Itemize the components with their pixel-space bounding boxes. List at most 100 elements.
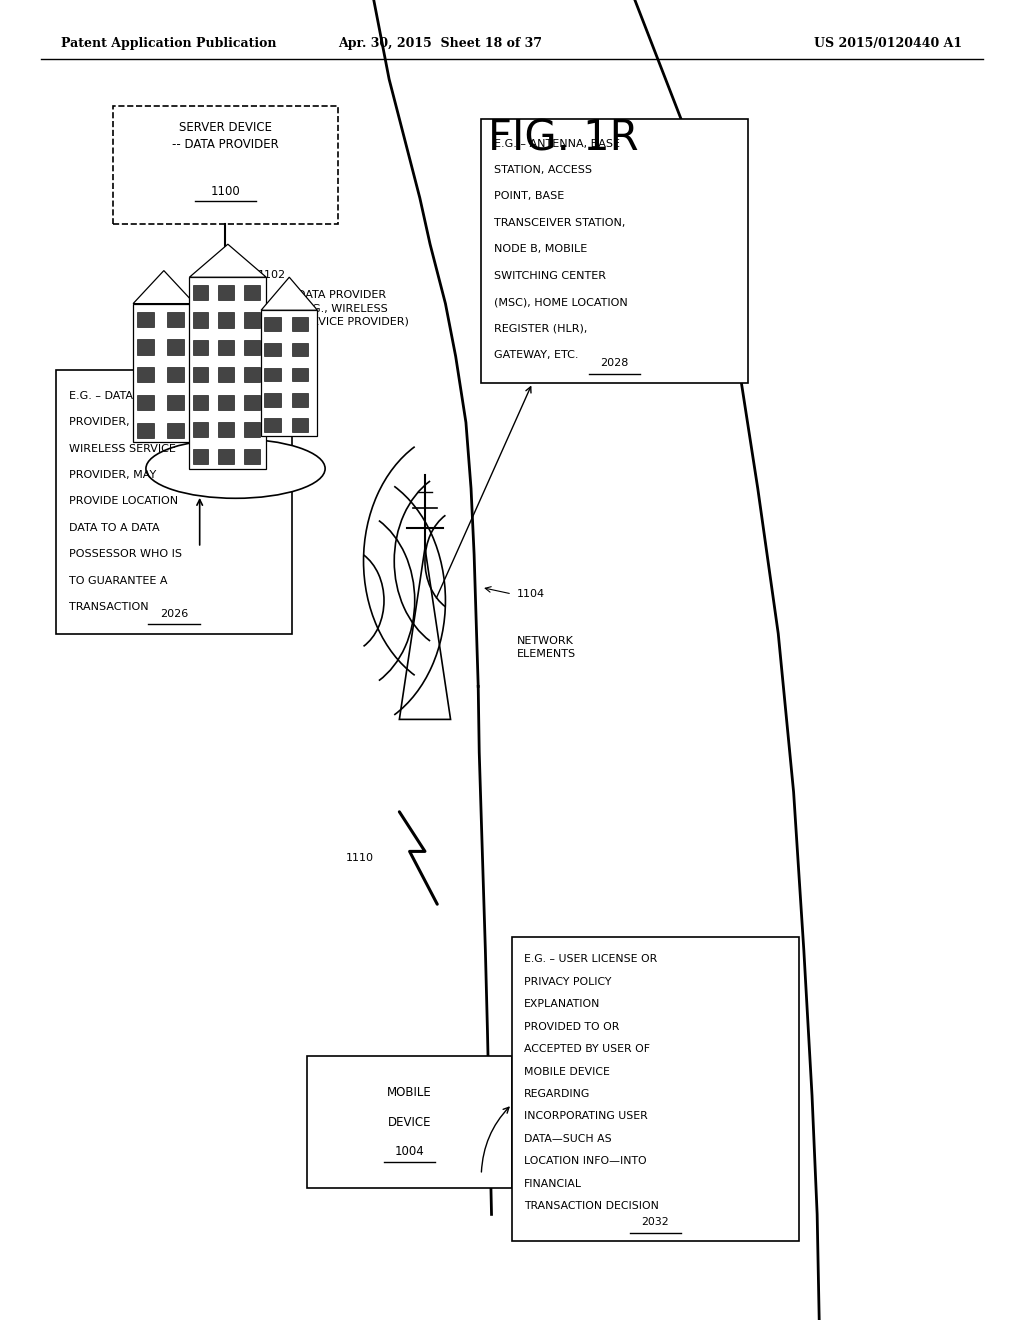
Text: Patent Application Publication: Patent Application Publication — [61, 37, 276, 50]
Bar — [218, 285, 233, 300]
Bar — [245, 422, 260, 437]
Bar — [245, 313, 260, 327]
Bar — [245, 395, 260, 409]
FancyBboxPatch shape — [307, 1056, 512, 1188]
Text: TRANSCEIVER STATION,: TRANSCEIVER STATION, — [494, 218, 625, 228]
Ellipse shape — [145, 438, 326, 499]
Bar — [292, 418, 308, 432]
Text: PROVIDE LOCATION: PROVIDE LOCATION — [69, 496, 178, 507]
Text: PROVIDER, MAY: PROVIDER, MAY — [69, 470, 156, 480]
Bar — [137, 339, 155, 355]
Bar — [218, 449, 233, 465]
Text: MOBILE: MOBILE — [387, 1086, 432, 1100]
Text: E.G. – USER LICENSE OR: E.G. – USER LICENSE OR — [524, 954, 657, 965]
Text: 1110: 1110 — [346, 853, 374, 863]
Bar — [137, 422, 155, 438]
Text: PROVIDED TO OR: PROVIDED TO OR — [524, 1022, 620, 1032]
Text: GATEWAY, ETC.: GATEWAY, ETC. — [494, 350, 579, 360]
Bar — [167, 422, 184, 438]
FancyBboxPatch shape — [113, 106, 338, 224]
Text: NODE B, MOBILE: NODE B, MOBILE — [494, 244, 587, 255]
Text: NETWORK
ELEMENTS: NETWORK ELEMENTS — [517, 636, 577, 660]
Text: FIG. 1R: FIG. 1R — [487, 117, 639, 160]
Bar — [261, 310, 317, 436]
Bar — [137, 312, 155, 327]
Text: TRANSACTION: TRANSACTION — [69, 602, 148, 612]
Bar — [167, 367, 184, 383]
Text: SERVER DEVICE
-- DATA PROVIDER: SERVER DEVICE -- DATA PROVIDER — [172, 121, 279, 150]
Bar — [189, 277, 266, 469]
Polygon shape — [261, 277, 317, 310]
Bar — [218, 422, 233, 437]
Bar — [193, 395, 208, 409]
Bar — [193, 422, 208, 437]
Bar — [264, 368, 281, 381]
Bar — [264, 318, 281, 331]
Bar — [292, 393, 308, 407]
Text: DEVICE: DEVICE — [388, 1115, 431, 1129]
Text: 2026: 2026 — [160, 609, 188, 619]
Bar — [292, 368, 308, 381]
Text: FINANCIAL: FINANCIAL — [524, 1179, 583, 1189]
Bar — [218, 395, 233, 409]
Bar — [264, 393, 281, 407]
Text: DATA PROVIDER
(E.G., WIRELESS
SERVICE PROVIDER): DATA PROVIDER (E.G., WIRELESS SERVICE PR… — [297, 290, 409, 327]
Text: ACCEPTED BY USER OF: ACCEPTED BY USER OF — [524, 1044, 650, 1055]
Text: DATA—SUCH AS: DATA—SUCH AS — [524, 1134, 612, 1144]
Text: POINT, BASE: POINT, BASE — [494, 191, 564, 202]
Text: PROVIDER, SUCH AS: PROVIDER, SUCH AS — [69, 417, 182, 428]
Text: Apr. 30, 2015  Sheet 18 of 37: Apr. 30, 2015 Sheet 18 of 37 — [338, 37, 543, 50]
FancyBboxPatch shape — [512, 937, 799, 1241]
Text: REGISTER (HLR),: REGISTER (HLR), — [494, 323, 587, 334]
Bar — [193, 285, 208, 300]
Text: (MSC), HOME LOCATION: (MSC), HOME LOCATION — [494, 297, 628, 308]
Text: 1004: 1004 — [394, 1144, 425, 1158]
Bar — [167, 339, 184, 355]
Bar — [193, 449, 208, 465]
Bar — [193, 367, 208, 383]
Text: REGARDING: REGARDING — [524, 1089, 591, 1100]
Bar — [193, 313, 208, 327]
Text: DATA TO A DATA: DATA TO A DATA — [69, 523, 160, 533]
Text: STATION, ACCESS: STATION, ACCESS — [494, 165, 592, 176]
Text: EXPLANATION: EXPLANATION — [524, 999, 601, 1010]
Text: 2028: 2028 — [600, 358, 629, 368]
Text: POSSESSOR WHO IS: POSSESSOR WHO IS — [69, 549, 181, 560]
Text: 1102: 1102 — [258, 269, 286, 280]
Text: E.G. – DATA: E.G. – DATA — [69, 391, 133, 401]
Bar — [264, 343, 281, 356]
Bar — [245, 339, 260, 355]
Polygon shape — [189, 244, 266, 277]
FancyBboxPatch shape — [481, 119, 748, 383]
Bar — [292, 343, 308, 356]
Text: LOCATION INFO—INTO: LOCATION INFO—INTO — [524, 1156, 647, 1167]
Bar — [167, 395, 184, 411]
Text: SWITCHING CENTER: SWITCHING CENTER — [494, 271, 605, 281]
Bar — [167, 312, 184, 327]
Text: 2032: 2032 — [642, 1217, 669, 1228]
Text: 1104: 1104 — [517, 589, 545, 599]
Text: E.G. – ANTENNA, BASE: E.G. – ANTENNA, BASE — [494, 139, 620, 149]
FancyBboxPatch shape — [56, 370, 292, 634]
Bar — [218, 367, 233, 383]
Bar — [137, 395, 155, 411]
Text: US 2015/0120440 A1: US 2015/0120440 A1 — [814, 37, 963, 50]
Text: TRANSACTION DECISION: TRANSACTION DECISION — [524, 1201, 659, 1212]
Text: 1100: 1100 — [210, 185, 241, 198]
Bar — [218, 339, 233, 355]
Text: INCORPORATING USER: INCORPORATING USER — [524, 1111, 648, 1122]
Text: TO GUARANTEE A: TO GUARANTEE A — [69, 576, 167, 586]
Bar — [193, 339, 208, 355]
Polygon shape — [399, 548, 451, 719]
Bar — [264, 418, 281, 432]
Polygon shape — [133, 271, 195, 304]
Bar — [292, 318, 308, 331]
Bar — [218, 313, 233, 327]
Bar — [245, 449, 260, 465]
Bar — [137, 367, 155, 383]
Bar — [245, 367, 260, 383]
Text: PRIVACY POLICY: PRIVACY POLICY — [524, 977, 611, 987]
Text: WIRELESS SERVICE: WIRELESS SERVICE — [69, 444, 175, 454]
Bar — [245, 285, 260, 300]
Text: MOBILE DEVICE: MOBILE DEVICE — [524, 1067, 610, 1077]
